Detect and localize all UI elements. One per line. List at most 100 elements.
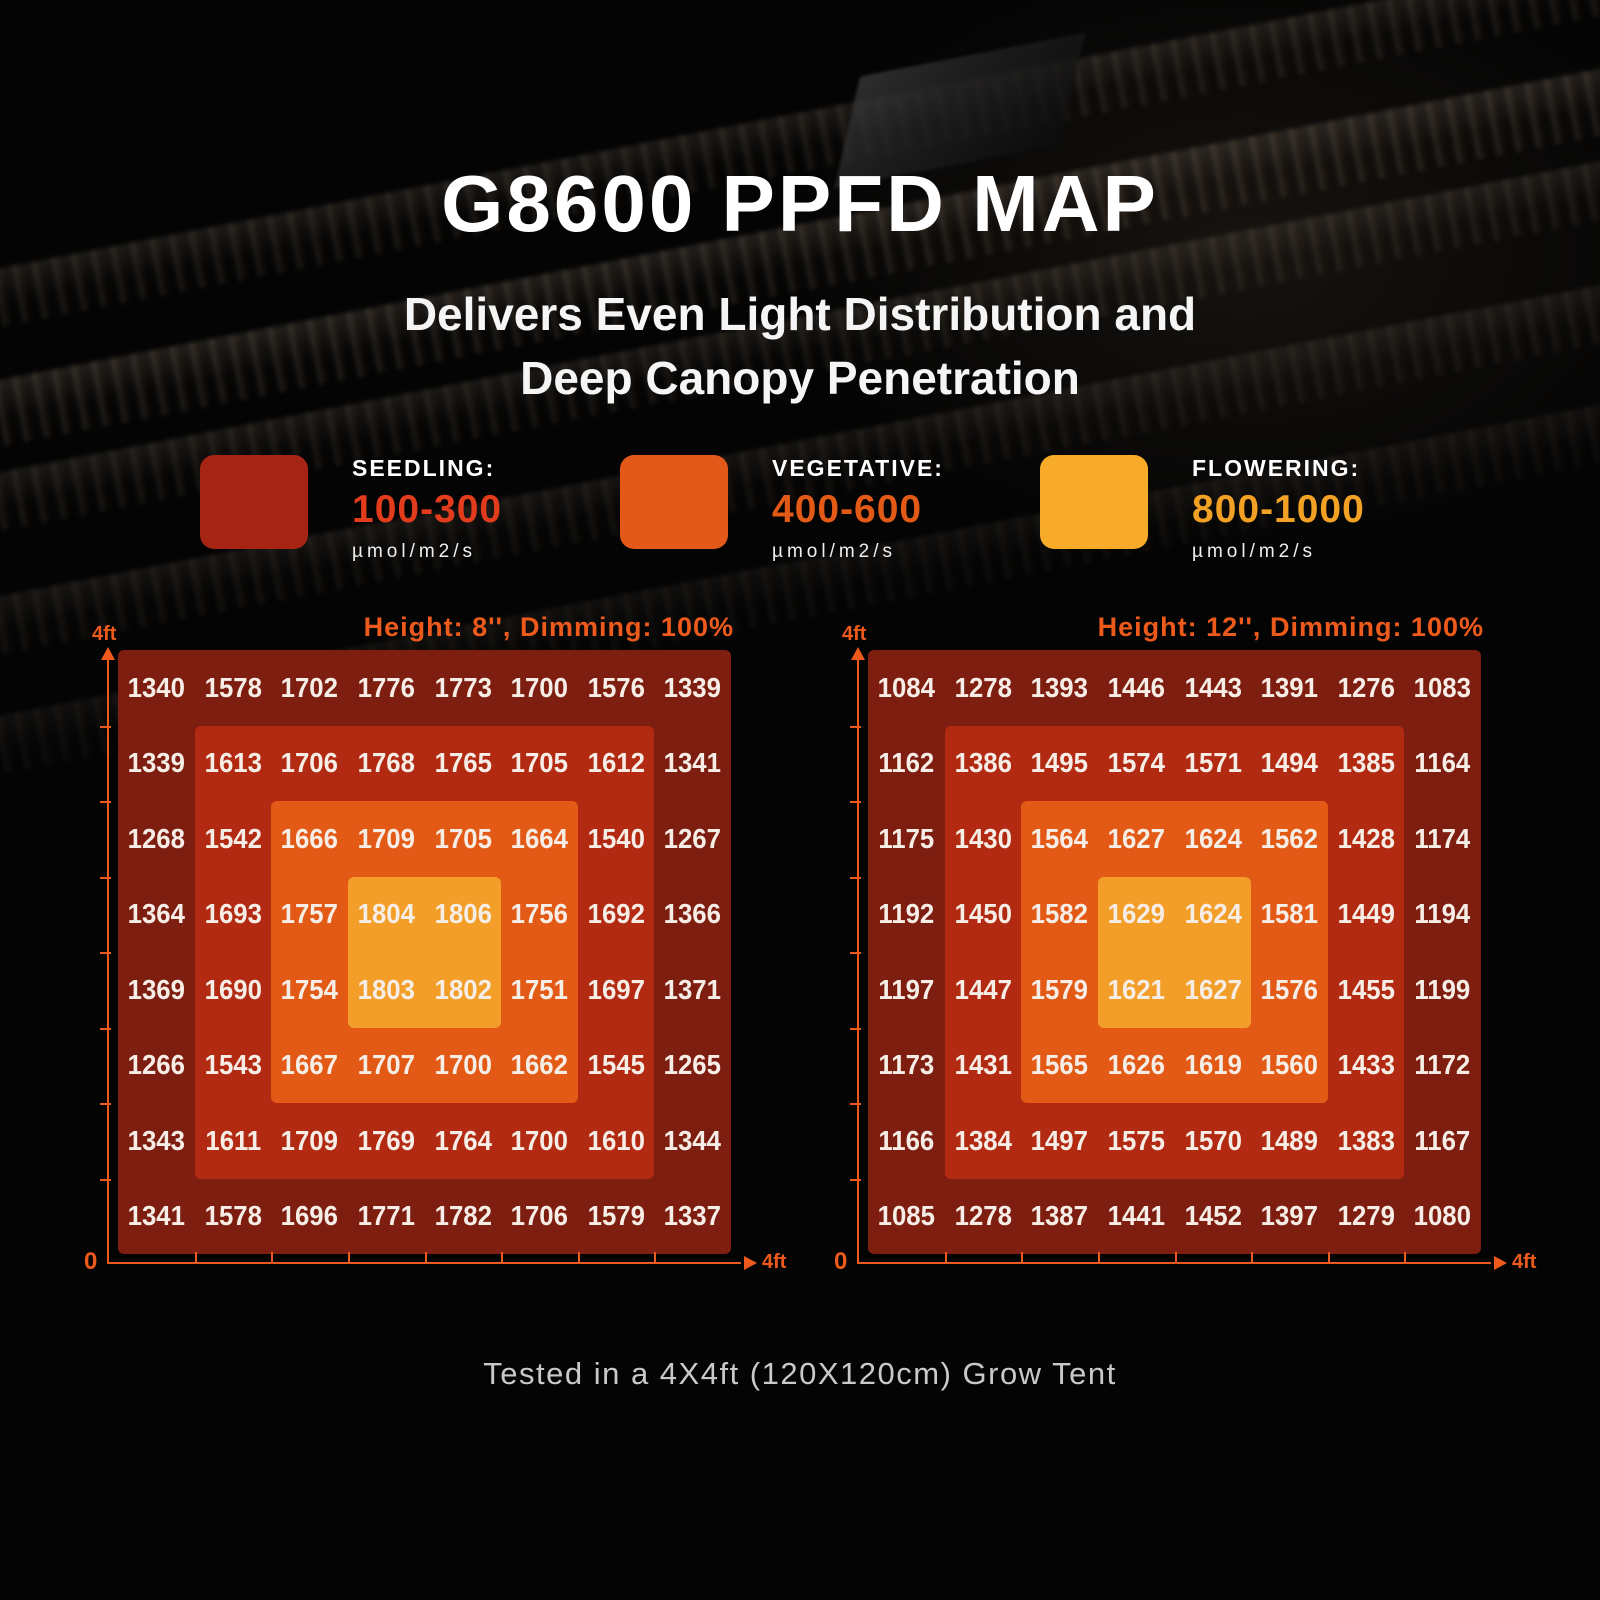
ppfd-value: 1267 [664,822,722,854]
legend-range: 100-300 [352,488,503,531]
y-tick [850,1178,861,1181]
ppfd-value: 1582 [1030,898,1089,930]
ppfd-value: 1666 [280,822,339,854]
legend-label: SEEDLING: [352,455,496,481]
ppfd-value: 1765 [434,747,492,779]
y-tick [100,1027,111,1030]
ppfd-value: 1341 [127,1200,185,1232]
ppfd-value: 1627 [1107,822,1165,854]
x-axis-max-label: 4ft [1512,1251,1537,1273]
ppfd-value: 1804 [357,898,415,930]
ppfd-value: 1162 [878,747,935,779]
ppfd-value: 1385 [1337,747,1395,779]
ppfd-value: 1431 [954,1049,1012,1081]
ppfd-value: 1751 [510,973,569,1005]
ppfd-value: 1613 [204,747,262,779]
ppfd-value: 1495 [1030,747,1089,779]
ppfd-value: 1700 [510,1124,569,1156]
ppfd-value: 1692 [587,898,645,930]
x-tick [944,1252,947,1263]
legend-range: 400-600 [772,488,923,531]
y-axis-max-label: 4ft [842,623,867,645]
ppfd-value: 1626 [1107,1049,1165,1081]
ppfd-value: 1199 [1414,973,1471,1005]
x-tick [654,1252,657,1263]
ppfd-values: 1340 1578 1702 1776 1773 1700 1576 1339 1339 1613… [118,650,731,1254]
ppfd-value: 1562 [1260,822,1319,854]
ppfd-value: 1764 [434,1124,492,1156]
ppfd-value: 1565 [1030,1049,1089,1081]
ppfd-value: 1776 [357,671,415,703]
ppfd-value: 1571 [1184,747,1242,779]
ppfd-value: 1340 [127,671,185,703]
ppfd-grid: 1084 1278 1393 1446 1443 1391 1276 1083 1162 1386… [868,650,1481,1254]
y-axis-max-label: 4ft [92,623,117,645]
x-axis-line [857,1262,1491,1264]
ppfd-value: 1279 [1337,1200,1395,1232]
page-title: G8600 PPFD MAP [441,159,1159,248]
ppfd-value: 1278 [954,1200,1012,1232]
vegetative-color-swatch [620,455,728,549]
legend-unit: µmol/m2/s [1192,541,1317,562]
ppfd-map-12in: Height: 12'', Dimming: 100% 4ft 1084 1278… [834,612,1536,1302]
ppfd-value: 1366 [664,898,722,930]
ppfd-value: 1612 [587,747,645,779]
ppfd-value: 1667 [280,1049,339,1081]
x-tick [1251,1252,1254,1263]
x-axis-arrow-icon [1494,1256,1507,1270]
x-tick [577,1252,580,1263]
ppfd-value: 1369 [127,973,185,1005]
ppfd-value: 1497 [1030,1124,1089,1156]
ppfd-value: 1771 [357,1200,415,1232]
ppfd-value: 1197 [878,973,935,1005]
page-subtitle: Delivers Even Light Distribution and Dee… [0,282,1600,410]
ppfd-value: 1700 [434,1049,492,1081]
legend-unit: µmol/m2/s [352,541,477,562]
legend-range: 800-1000 [1192,488,1365,531]
y-tick [850,876,861,879]
y-tick [100,801,111,803]
chart-header: Height: 8'', Dimming: 100% [363,612,734,642]
ppfd-value: 1564 [1030,822,1089,854]
ppfd-value: 1542 [204,822,262,854]
ppfd-value: 1769 [357,1124,415,1156]
ppfd-value: 1386 [954,747,1012,779]
ppfd-value: 1447 [954,973,1012,1005]
ppfd-value: 1383 [1337,1124,1395,1156]
ppfd-value: 1707 [357,1049,415,1081]
x-tick [194,1252,197,1263]
ppfd-value: 1276 [1337,671,1395,703]
y-tick [100,725,111,728]
ppfd-value: 1344 [664,1124,722,1156]
ppfd-value: 1278 [954,671,1012,703]
ppfd-value: 1664 [510,822,569,854]
ppfd-value: 1624 [1184,898,1242,930]
ppfd-value: 1709 [357,822,415,854]
x-axis-line [107,1262,741,1264]
x-tick [1404,1252,1407,1263]
y-tick [850,952,861,954]
ppfd-value: 1627 [1184,973,1242,1005]
y-axis-arrow-icon [101,647,115,660]
ppfd-value: 1391 [1260,671,1319,703]
ppfd-value: 1782 [434,1200,492,1232]
y-axis-line [857,658,859,1264]
ppfd-value: 1543 [204,1049,262,1081]
flowering-color-swatch [1040,455,1148,549]
ppfd-value: 1706 [280,747,339,779]
ppfd-value: 1540 [587,822,645,854]
ppfd-grid: 1340 1578 1702 1776 1773 1700 1576 1339 1339 1613… [118,650,731,1254]
ppfd-value: 1803 [357,973,415,1005]
ppfd-value: 1702 [280,671,339,703]
axis-origin-label: 0 [84,1248,98,1275]
ppfd-value: 1611 [204,1124,261,1156]
legend-item-seedling: SEEDLING: 100-300 µmol/m2/s [200,455,502,563]
ppfd-value: 1268 [127,822,185,854]
ppfd-value: 1266 [127,1049,185,1081]
legend-text: VEGETATIVE: 400-600 µmol/m2/s [772,455,944,563]
ppfd-value: 1700 [510,671,569,703]
x-axis-ticks [118,1252,731,1263]
ppfd-value: 1172 [1414,1049,1471,1081]
